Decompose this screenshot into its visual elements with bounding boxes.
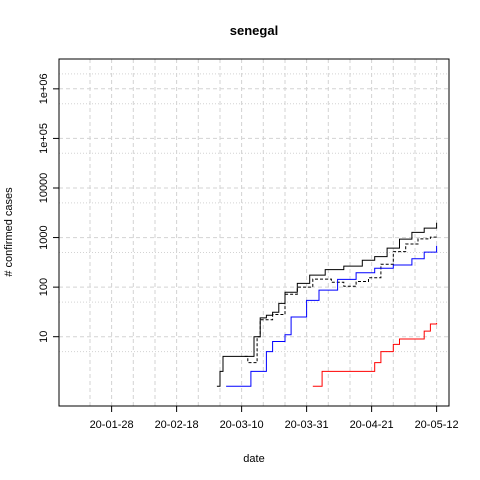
x-tick-label: 20-05-12 — [415, 419, 459, 431]
y-tick-label: 10 — [38, 331, 50, 343]
x-tick-label: 20-02-18 — [155, 419, 199, 431]
chart-title: senegal — [230, 23, 278, 38]
y-axis-label: # confirmed cases — [3, 187, 15, 277]
plot-frame — [58, 58, 450, 407]
x-tick-label: 20-01-28 — [90, 419, 134, 431]
y-tick-label: 100 — [38, 278, 50, 296]
x-axis-label: date — [243, 453, 264, 465]
y-tick-label: 1000 — [38, 225, 50, 249]
series-lines — [216, 222, 438, 387]
x-tick-label: 20-03-10 — [220, 419, 264, 431]
series-line-4 — [312, 322, 438, 387]
x-tick-label: 20-03-31 — [285, 419, 329, 431]
x-tick-label: 20-04-21 — [350, 419, 394, 431]
series-line-3 — [226, 245, 438, 387]
y-tick-label: 10000 — [38, 173, 50, 204]
series-line-1 — [216, 222, 438, 387]
y-tick-label: 1e+06 — [38, 73, 50, 104]
axes: 20-01-28 20-02-18 20-03-10 20-03-31 20-04-21… — [38, 73, 459, 431]
y-tick-label: 1e+05 — [38, 123, 50, 154]
